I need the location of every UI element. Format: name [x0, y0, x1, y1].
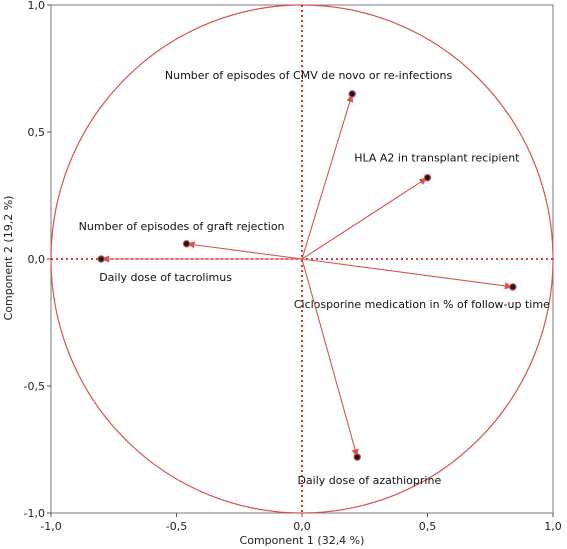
vector-arrow [301, 177, 428, 260]
x-tick-label: -1,0 [40, 520, 61, 533]
y-axis-ticks: 1,0 0,5 0,0 -0,5 -1,0 [24, 0, 51, 520]
vector-point [353, 453, 362, 461]
y-tick-label: 0,5 [28, 126, 46, 139]
vector-label: Daily dose of tacrolimus [99, 271, 232, 284]
y-axis-title: Component 2 (19,2 %) [2, 196, 15, 321]
vector-arrow [186, 243, 303, 260]
vector-arrowhead [101, 255, 110, 263]
vector-point [423, 173, 432, 182]
vector-label: Number of episodes of graft rejection [79, 220, 285, 233]
vector-point [509, 283, 517, 291]
vector-arrow [301, 258, 513, 288]
y-tick-label: 1,0 [28, 0, 46, 12]
vector-label: HLA A2 in transplant recipient [354, 152, 520, 165]
vector-arrow [301, 93, 353, 260]
vector-label: Ciclosporine medication in % of follow-u… [294, 298, 550, 311]
vector-arrowhead [504, 282, 513, 290]
x-tick-label: -0,5 [166, 520, 187, 533]
y-tick-label: 0,0 [28, 253, 46, 266]
x-tick-label: 1,0 [544, 520, 562, 533]
x-tick-label: 0,5 [419, 520, 437, 533]
vector-point [182, 239, 191, 248]
y-tick-label: -0,5 [24, 380, 45, 393]
vector-label: Number of episodes of CMV de novo or re-… [165, 69, 453, 82]
vector-point [348, 90, 357, 98]
vector-arrow [301, 258, 358, 458]
vector-label: Daily dose of azathioprine [297, 474, 441, 487]
vectors-layer: Number of episodes of CMV de novo or re-… [79, 69, 550, 487]
x-tick-label: 0,0 [293, 520, 311, 533]
x-axis-ticks: -1,0 -0,5 0,0 0,5 1,0 [40, 513, 562, 533]
vector-arrowhead [186, 241, 195, 249]
x-axis-title: Component 1 (32,4 %) [240, 534, 365, 547]
vector-point [97, 255, 106, 263]
y-tick-label: -1,0 [24, 507, 45, 520]
